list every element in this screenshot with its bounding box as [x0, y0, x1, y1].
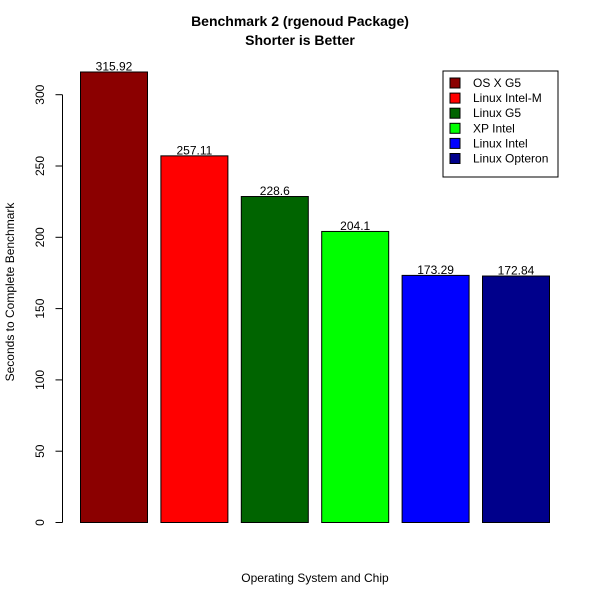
x-axis-label: Operating System and Chip	[241, 571, 389, 585]
bar-os-x-g5	[80, 71, 148, 523]
legend-swatch	[449, 77, 461, 89]
legend-swatch	[449, 107, 461, 119]
bar-value-label: 204.1	[340, 219, 370, 233]
legend-swatch	[449, 137, 461, 149]
legend-swatch	[449, 92, 461, 104]
y-tick-label: 100	[33, 370, 47, 390]
value-labels: 315.92 257.11 228.6 204.1 173.29 172.84	[96, 59, 535, 277]
bar-value-label: 315.92	[96, 59, 133, 73]
legend-swatch	[449, 153, 461, 164]
bar-linux-g5	[240, 196, 309, 524]
y-axis: 0 50 100 150 200 250 300	[33, 84, 63, 526]
bar-value-label: 228.6	[260, 184, 290, 198]
y-tick-label: 0	[33, 519, 47, 526]
legend-entry: Linux Intel-M	[473, 91, 542, 105]
legend-entry: OS X G5	[473, 76, 521, 90]
bar-xp-intel	[321, 230, 390, 523]
chart-subtitle: Shorter is Better	[245, 32, 355, 48]
legend-entry: Linux G5	[473, 106, 521, 120]
bar-linux-intel-m	[160, 155, 229, 523]
y-tick-label: 150	[33, 298, 47, 318]
legend-box	[442, 70, 559, 178]
legend-entry: XP Intel	[473, 121, 515, 135]
y-tick-label: 300	[33, 84, 47, 104]
legend-swatch	[449, 122, 461, 134]
legend-entry: Linux Intel	[473, 136, 528, 150]
chart-title: Benchmark 2 (rgenoud Package)	[191, 13, 409, 29]
bar-value-label: 257.11	[176, 143, 212, 157]
bar-linux-opteron	[482, 275, 550, 523]
bars	[80, 71, 550, 524]
y-tick-label: 200	[33, 227, 47, 247]
bar-linux-intel	[401, 274, 470, 523]
y-tick-label: 50	[33, 444, 47, 458]
y-axis-label: Seconds to Complete Benchmark	[3, 202, 17, 382]
y-tick-label: 250	[33, 156, 47, 176]
legend-entry: Linux Opteron	[473, 152, 548, 166]
bar-value-label: 172.84	[498, 264, 535, 278]
bar-value-label: 173.29	[417, 263, 454, 277]
